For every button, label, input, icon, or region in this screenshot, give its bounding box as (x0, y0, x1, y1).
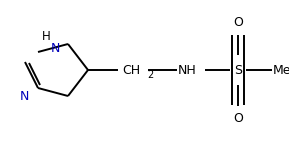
Text: CH: CH (122, 63, 140, 77)
Text: Me: Me (273, 63, 289, 77)
Text: N: N (50, 41, 60, 55)
Text: 2: 2 (147, 70, 153, 80)
Text: O: O (233, 112, 243, 125)
Text: N: N (19, 91, 29, 103)
Text: S: S (234, 63, 242, 77)
Text: NH: NH (178, 63, 197, 77)
Text: H: H (42, 29, 50, 42)
Text: O: O (233, 16, 243, 28)
